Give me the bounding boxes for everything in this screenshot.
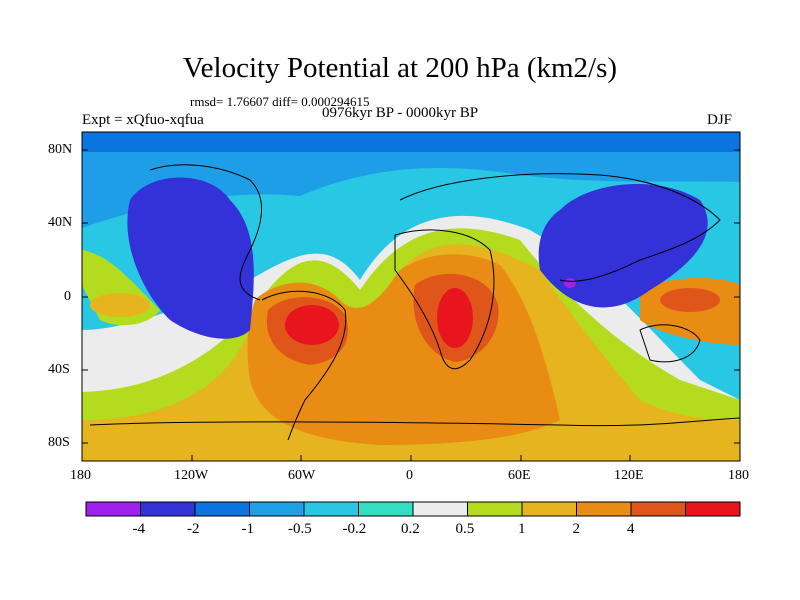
colorbar-swatch	[303, 501, 359, 517]
colorbar-label: 0.5	[455, 521, 475, 537]
lowpressure-asia	[538, 183, 708, 308]
arctic-band	[82, 132, 740, 152]
colorbar-label: 2	[572, 521, 581, 537]
red-core-africa	[437, 288, 473, 348]
coastlines	[89, 164, 741, 441]
colorbar-swatch	[467, 501, 523, 517]
colorbar-label: -2	[187, 521, 200, 537]
colorbar-swatch	[85, 501, 141, 517]
lat-label: 80N	[48, 142, 73, 157]
lat-label: 80S	[48, 435, 70, 450]
lon-label: 0	[406, 468, 413, 483]
purple-center	[564, 278, 576, 288]
season-label: DJF	[707, 112, 733, 128]
lon-label: 120W	[174, 468, 209, 483]
lon-label: 180	[70, 468, 91, 483]
colorbar-swatch	[412, 501, 468, 517]
contour-field	[82, 132, 740, 461]
colorbar-swatch	[358, 501, 414, 517]
colorbar-label: 4	[627, 521, 635, 537]
period-label: 0976kyr BP - 0000kyr BP	[322, 105, 479, 121]
experiment-label: Expt = xQfuo-xqfua	[82, 112, 204, 128]
colorbar-swatch	[576, 501, 632, 517]
colorbar-label: 0.2	[401, 521, 420, 537]
colorbar	[85, 501, 741, 517]
north-america-coast	[149, 164, 263, 301]
colorbar-swatch	[140, 501, 196, 517]
colorbar-swatch	[249, 501, 305, 517]
africa-coast	[394, 229, 495, 370]
colorbar-label: -0.2	[342, 521, 367, 537]
lowpressure-americas	[127, 177, 254, 339]
wpacific-redorange	[660, 288, 720, 312]
colorbar-label: -0.5	[288, 521, 312, 537]
australia-coast	[639, 324, 701, 363]
colorbar-label: -1	[241, 521, 255, 537]
epacific-gold	[90, 293, 150, 317]
colorbar-label: -4	[132, 521, 146, 537]
lon-label: 180	[728, 468, 749, 483]
colorbar-label: 1	[518, 521, 526, 537]
colorbar-swatch	[194, 501, 250, 517]
red-core-samerica	[285, 305, 339, 345]
lon-label: 60W	[288, 468, 316, 483]
colorbar-swatch	[521, 501, 577, 517]
lat-label: 40S	[48, 362, 70, 377]
lon-label: 60E	[508, 468, 531, 483]
eurasia-coast	[399, 173, 721, 282]
lat-label: 40N	[48, 215, 73, 230]
map-title: Velocity Potential at 200 hPa (km2/s)	[182, 52, 618, 84]
stats-text: rmsd= 1.76607 diff= 0.000294615	[190, 94, 370, 109]
axis-ticks	[81, 149, 741, 461]
lon-label: 120E	[614, 468, 644, 483]
lat-label: 0	[64, 289, 71, 304]
colorbar-swatch	[685, 501, 741, 517]
colorbar-swatch	[630, 501, 686, 517]
antarctica-coast	[89, 417, 741, 427]
south-america-coast	[261, 290, 347, 441]
